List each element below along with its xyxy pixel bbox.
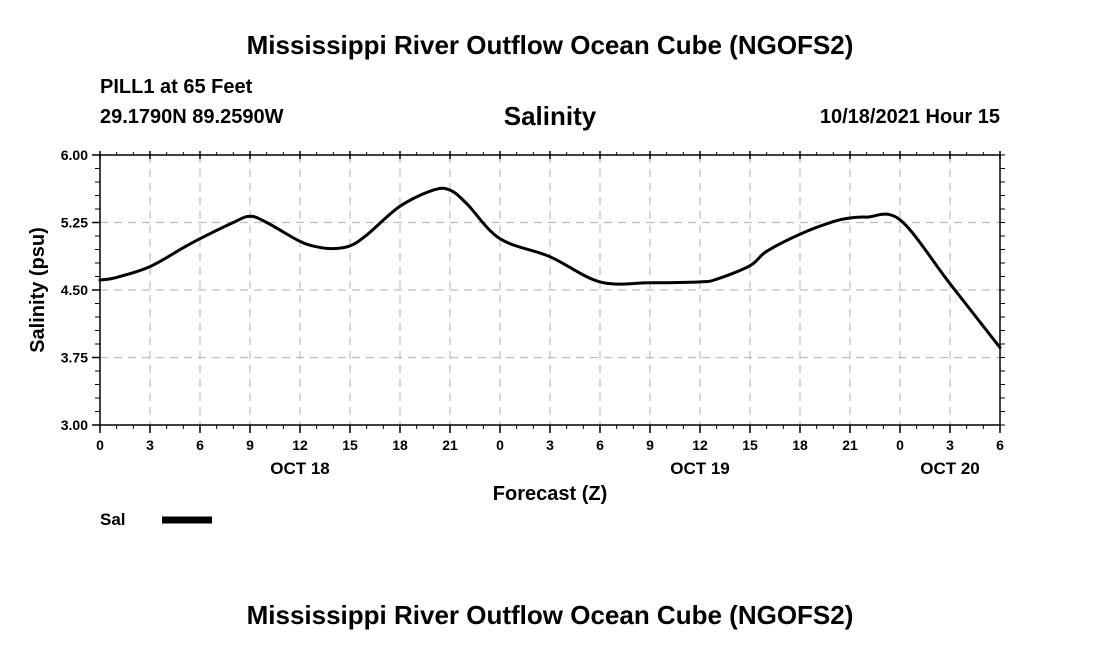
y-tick-label: 4.50 [61, 282, 88, 298]
series-line-sal [98, 186, 1002, 350]
axis-ticks [92, 151, 1005, 433]
x-tick-labels: 0 3 6 9 12 15 18 21 0 3 6 9 12 15 18 21 0 3 6 [96, 437, 1004, 453]
x-tick-label: 0 [496, 437, 504, 453]
forecast-datetime: 10/18/2021 Hour 15 [819, 106, 1000, 128]
x-tick-label: 15 [742, 437, 758, 453]
y-tick-label: 6.00 [61, 147, 88, 163]
x-tick-label: 18 [792, 437, 808, 453]
x-tick-label: 18 [392, 437, 408, 453]
y-tick-labels: 3.00 3.75 4.50 5.25 6.00 [61, 147, 88, 433]
x-axis-title: Forecast (Z) [493, 483, 607, 505]
y-tick-label: 3.75 [61, 350, 88, 366]
x-tick-label: 0 [896, 437, 904, 453]
x-tick-label: 6 [596, 437, 604, 453]
legend-label: Sal [100, 510, 126, 529]
date-label: OCT 18 [270, 459, 330, 478]
x-tick-label: 6 [196, 437, 204, 453]
station-coordinates: 29.1790N 89.2590W [100, 106, 284, 128]
x-tick-label: 9 [646, 437, 654, 453]
x-tick-label: 12 [292, 437, 308, 453]
date-labels: OCT 18 OCT 19 OCT 20 [270, 459, 980, 478]
x-tick-label: 3 [946, 437, 954, 453]
date-label: OCT 19 [670, 459, 730, 478]
date-label: OCT 20 [920, 459, 980, 478]
x-tick-label: 21 [442, 437, 458, 453]
y-tick-label: 3.00 [61, 417, 88, 433]
plot-title: Salinity [503, 101, 597, 131]
chart-title-repeat: Mississippi River Outflow Ocean Cube (NG… [246, 600, 854, 630]
x-tick-label: 12 [692, 437, 708, 453]
y-axis-title: Salinity (psu) [27, 227, 49, 353]
station-name: PILL1 at 65 Feet [100, 76, 253, 98]
chart-title: Mississippi River Outflow Ocean Cube (NG… [246, 30, 854, 60]
x-tick-label: 3 [546, 437, 554, 453]
x-tick-label: 6 [996, 437, 1004, 453]
x-tick-label: 9 [246, 437, 254, 453]
grid-lines [100, 155, 1000, 425]
x-tick-label: 3 [146, 437, 154, 453]
plot-frame [99, 154, 1001, 426]
y-tick-label: 5.25 [61, 215, 88, 231]
x-tick-label: 21 [842, 437, 858, 453]
x-tick-label: 0 [96, 437, 104, 453]
x-tick-label: 15 [342, 437, 358, 453]
